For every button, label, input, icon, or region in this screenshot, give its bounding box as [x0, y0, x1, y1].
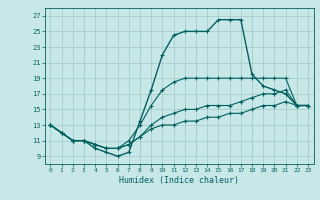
- X-axis label: Humidex (Indice chaleur): Humidex (Indice chaleur): [119, 176, 239, 185]
